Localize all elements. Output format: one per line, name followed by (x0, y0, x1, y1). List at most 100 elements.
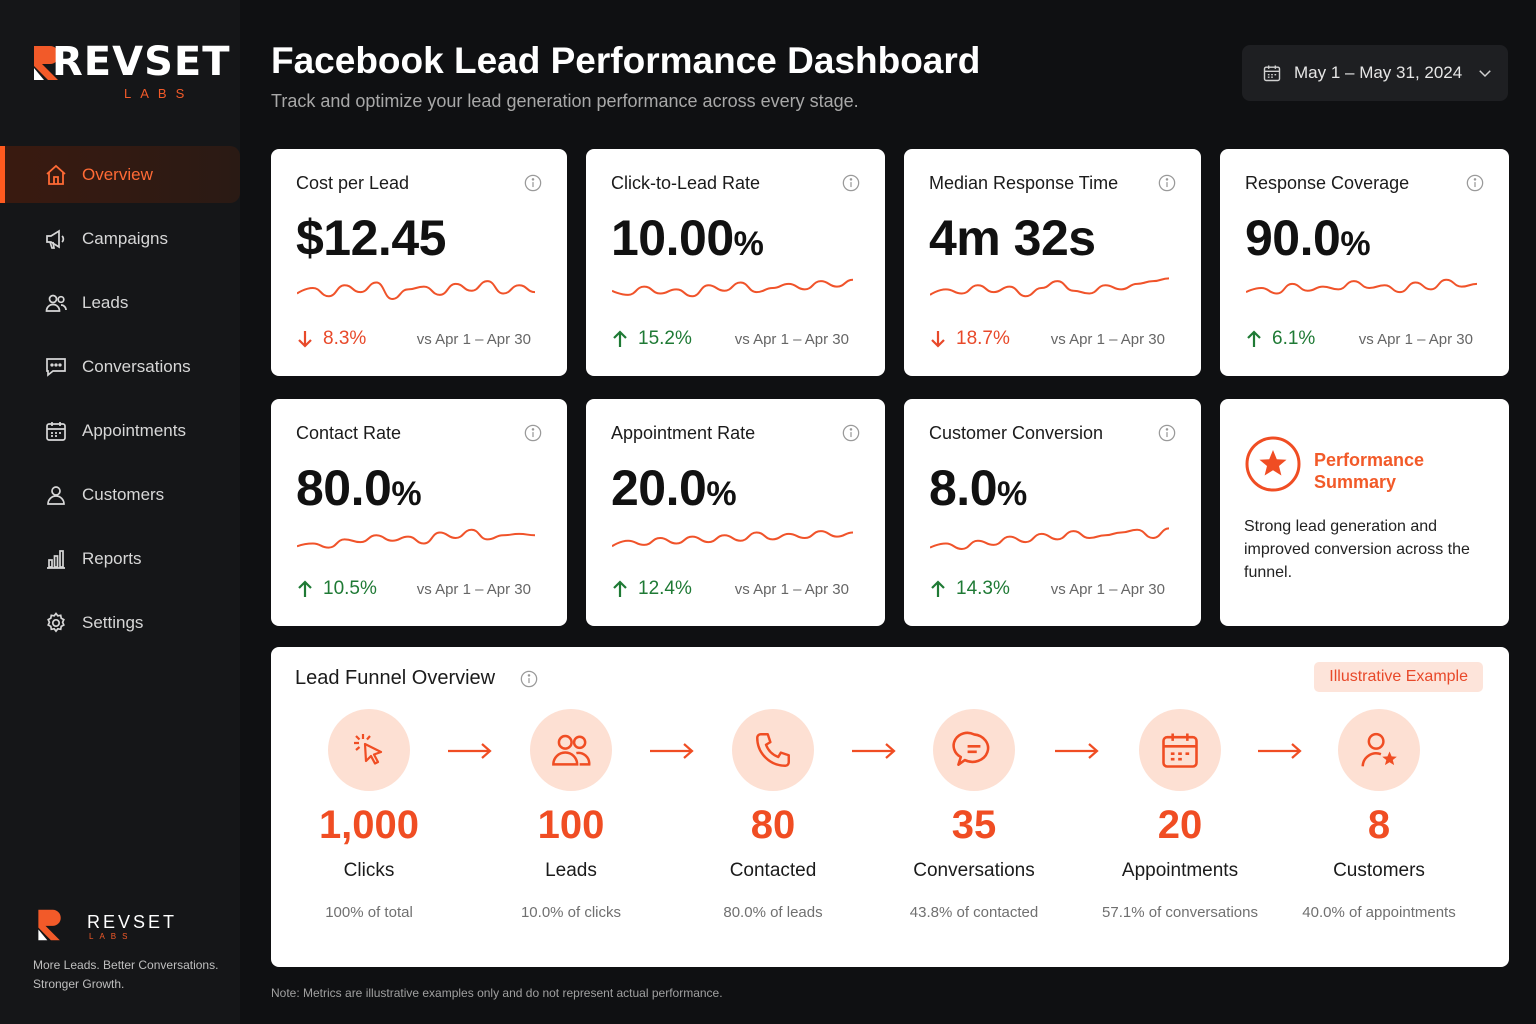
kpi-title: Click-to-Lead Rate (611, 173, 761, 193)
kpi-compare: vs Apr 1 – Apr 30 (1050, 331, 1165, 348)
cursor-click-icon (347, 728, 391, 772)
kpi-delta-value: 15.2% (638, 328, 692, 349)
sidebar-item-label: Overview (82, 164, 153, 184)
kpi-sparkline (612, 530, 853, 548)
arrow-up-icon (297, 580, 313, 598)
page-subtitle: Track and optimize your lead generation … (271, 91, 859, 111)
kpi-title: Appointment Rate (611, 423, 756, 443)
kpi-title: Response Coverage (1245, 173, 1410, 193)
arrow-right-icon (850, 741, 898, 766)
sidebar-item-label: Customers (82, 484, 165, 504)
performance-summary-card: Performance Summary Strong lead generati… (1220, 399, 1509, 626)
kpi-delta: 8.3% (297, 328, 366, 350)
kpi-delta: 6.1% (1246, 328, 1315, 350)
kpi-compare: vs Apr 1 – Apr 30 (416, 331, 531, 348)
arrow-down-icon (297, 330, 313, 348)
sidebar-item-label: Leads (82, 292, 129, 312)
kpi-value: 20.0% (611, 459, 737, 517)
funnel-stage: 20 Appointments 57.1% of conversations (1080, 709, 1280, 921)
arrow-right-icon (1053, 741, 1101, 766)
kpi-number: 4m 32s (929, 210, 1096, 266)
funnel-stage-value: 35 (951, 803, 997, 847)
sidebar-item-overview[interactable]: Overview (0, 146, 240, 203)
lead-funnel-panel: Lead Funnel Overview Illustrative Exampl… (271, 647, 1509, 967)
chat-circle (933, 709, 1015, 791)
sidebar-item-customers[interactable]: Customers (0, 466, 240, 523)
info-icon[interactable] (842, 424, 860, 442)
funnel-stage-value: 100 (537, 803, 605, 847)
info-icon[interactable] (1158, 424, 1176, 442)
users-circle (530, 709, 612, 791)
megaphone-icon (44, 227, 68, 251)
info-icon[interactable] (524, 174, 542, 192)
arrow-up-icon (612, 330, 628, 348)
logo-mark-icon (38, 909, 61, 941)
sidebar: REVSET LABS Overview Campaigns Leads C (0, 0, 240, 1024)
kpi-unit: % (1340, 225, 1371, 263)
info-icon[interactable] (524, 424, 542, 442)
kpi-number: 10.00 (611, 210, 734, 266)
date-range-picker[interactable]: May 1 – May 31, 2024 (1242, 45, 1508, 101)
funnel-stage-value: 8 (1367, 803, 1391, 847)
brand-sub: LABS (124, 86, 194, 101)
kpi-unit: % (997, 475, 1027, 513)
info-icon[interactable] (1466, 174, 1484, 192)
funnel-stage-label: Appointments (1121, 860, 1239, 881)
kpi-card: Cost per Lead $12.45 8.3% vs Apr 1 – Apr… (271, 149, 567, 376)
funnel-stage-value: 1,000 (318, 803, 420, 847)
funnel-stage-label: Contacted (729, 860, 817, 881)
funnel-stage-pct: 10.0% of clicks (520, 904, 622, 921)
kpi-compare: vs Apr 1 – Apr 30 (416, 581, 531, 598)
summary-title: Performance Summary (1314, 450, 1425, 492)
sidebar-item-label: Campaigns (82, 228, 168, 248)
kpi-sparkline (612, 278, 853, 298)
kpi-delta-value: 10.5% (323, 578, 377, 599)
funnel-stage: 100 Leads 10.0% of clicks (471, 709, 671, 921)
kpi-value: 80.0% (296, 459, 422, 517)
kpi-title: Customer Conversion (929, 423, 1104, 443)
calendar-icon (1262, 63, 1282, 83)
kpi-delta-value: 14.3% (956, 578, 1010, 599)
arrow-right-icon (1256, 741, 1304, 766)
arrow-up-icon (1246, 330, 1262, 348)
sidebar-item-reports[interactable]: Reports (0, 530, 240, 587)
brand-logo[interactable]: REVSET LABS (32, 40, 230, 104)
kpi-sparkline (297, 528, 535, 549)
illustrative-badge: Illustrative Example (1314, 662, 1483, 692)
info-icon[interactable] (1158, 174, 1176, 192)
kpi-card: Contact Rate 80.0% 10.5% vs Apr 1 – Apr … (271, 399, 567, 626)
kpi-value: 4m 32s (929, 209, 1096, 267)
page-title: Facebook Lead Performance Dashboard (271, 40, 981, 81)
sidebar-item-campaigns[interactable]: Campaigns (0, 210, 240, 267)
funnel-stage: 8 Customers 40.0% of appointments (1279, 709, 1479, 921)
sidebar-item-label: Reports (82, 548, 142, 568)
sidebar-item-appointments[interactable]: Appointments (0, 402, 240, 459)
kpi-compare: vs Apr 1 – Apr 30 (734, 331, 849, 348)
sidebar-item-settings[interactable]: Settings (0, 594, 240, 651)
sidebar-item-label: Settings (82, 612, 144, 632)
info-icon[interactable] (520, 670, 538, 688)
user-star-icon (1356, 727, 1402, 773)
kpi-sparkline (930, 527, 1169, 551)
kpi-compare: vs Apr 1 – Apr 30 (734, 581, 849, 598)
phone-circle (732, 709, 814, 791)
arrow-up-icon (930, 580, 946, 598)
kpi-number: $12.45 (296, 210, 446, 266)
funnel-stage-value: 80 (750, 803, 796, 847)
sidebar-nav: Overview Campaigns Leads Conversations A… (0, 146, 240, 658)
kpi-title: Contact Rate (296, 423, 402, 443)
kpi-sparkline (930, 277, 1169, 298)
sidebar-item-label: Appointments (82, 420, 186, 440)
kpi-value: 8.0% (929, 459, 1027, 517)
sidebar-item-leads[interactable]: Leads (0, 274, 240, 331)
info-icon[interactable] (842, 174, 860, 192)
kpi-number: 8.0 (929, 460, 998, 516)
kpi-delta-value: 18.7% (956, 328, 1010, 349)
sidebar-item-conversations[interactable]: Conversations (0, 338, 240, 395)
funnel-stage-pct: 80.0% of leads (723, 904, 823, 921)
kpi-delta-value: 8.3% (323, 328, 367, 349)
footnote: Note: Metrics are illustrative examples … (271, 986, 723, 1000)
kpi-card: Customer Conversion 8.0% 14.3% vs Apr 1 … (904, 399, 1201, 626)
brand-name: REVSET (52, 39, 231, 85)
kpi-delta: 12.4% (612, 578, 692, 600)
